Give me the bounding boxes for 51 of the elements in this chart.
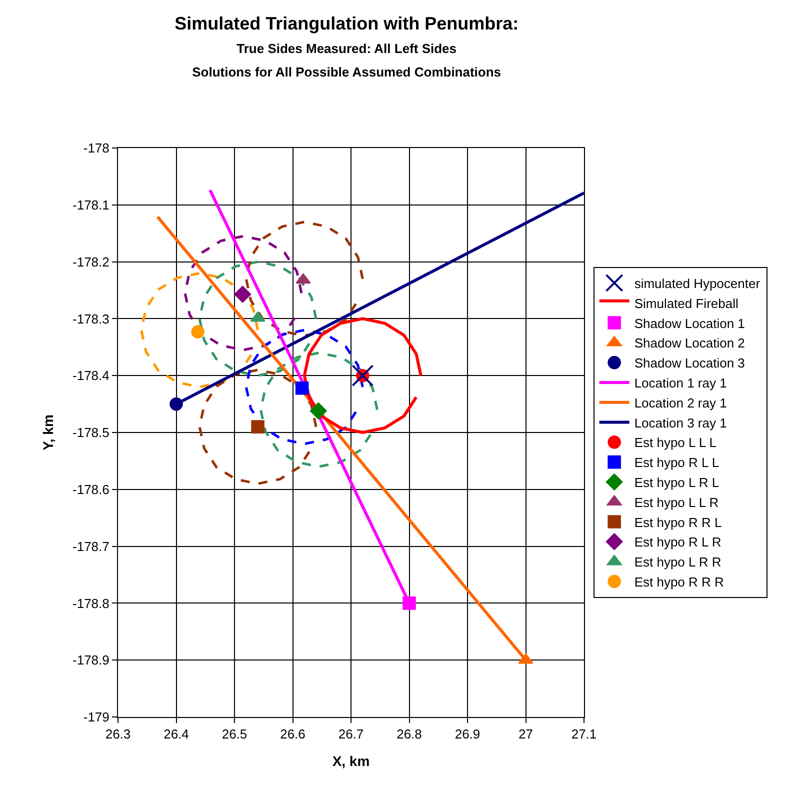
x-axis-title: X, km — [332, 752, 370, 769]
x-tick-label: 26.5 — [222, 726, 248, 742]
legend-label: Location 3 ray 1 — [634, 415, 727, 430]
point — [251, 420, 264, 434]
legend-label: simulated Hypocenter — [634, 276, 761, 292]
y-tick-label: -178.7 — [72, 538, 110, 554]
y-tick-label: -178.5 — [72, 425, 110, 440]
x-tick-label: 26.6 — [280, 726, 306, 742]
y-tick-label: -178.9 — [72, 652, 110, 668]
y-tick-label: -178.1 — [72, 197, 110, 212]
legend-label: Shadow Location 2 — [634, 336, 745, 351]
legend-label: Est hypo R R L — [634, 514, 722, 530]
x-tick-label: 26.8 — [396, 726, 422, 742]
point — [234, 286, 252, 303]
point — [295, 381, 309, 395]
legend-label: Simulated Fireball — [634, 296, 738, 311]
chart-subtitle: True Sides Measured: All Left Sides Solutions for All Possible Assumed Combinations — [192, 40, 502, 80]
legend-label: Est hypo R L L — [634, 455, 720, 470]
legend-label: Location 1 ray 1 — [634, 376, 727, 391]
x-tick-label: 26.9 — [454, 726, 480, 742]
chart-title: Simulated Triangulation with Penumbra: — [174, 14, 519, 34]
y-tick-label: -178 — [83, 140, 110, 156]
point — [250, 311, 266, 322]
y-tick-label: -178.6 — [72, 482, 110, 497]
x-tick-label: 27 — [518, 726, 533, 742]
point — [402, 596, 416, 610]
point — [310, 402, 327, 420]
y-axis-title: Y, km — [40, 414, 56, 450]
legend-label: Est hypo L L R — [634, 494, 719, 510]
x-tick-label: 26.7 — [338, 726, 364, 742]
point — [170, 397, 183, 411]
x-tick-label: 26.3 — [105, 726, 131, 742]
point — [296, 273, 311, 284]
legend-label: Location 2 ray 1 — [634, 395, 727, 410]
legend-label: Est hypo L L L — [634, 435, 716, 450]
legend-label: Shadow Location 1 — [634, 316, 745, 331]
legend-label: Est hypo L R L — [634, 475, 720, 490]
y-tick-label: -178.4 — [72, 368, 110, 384]
y-tick-label: -178.3 — [72, 311, 110, 326]
legend-label: Est hypo L R R — [634, 554, 722, 570]
point — [352, 364, 374, 387]
legend-label: Est hypo R L R — [634, 534, 722, 550]
y-tick-label: -178.8 — [72, 596, 110, 611]
point — [191, 325, 204, 338]
x-tick-label: 27.1 — [571, 726, 597, 742]
x-tick-label: 26.4 — [164, 726, 189, 742]
legend-label: Shadow Location 3 — [634, 356, 745, 371]
point — [518, 653, 534, 664]
legend-label: Est hypo R R R — [634, 574, 724, 590]
y-tick-label: -178.2 — [72, 254, 110, 270]
y-tick-label: -179 — [83, 710, 110, 725]
